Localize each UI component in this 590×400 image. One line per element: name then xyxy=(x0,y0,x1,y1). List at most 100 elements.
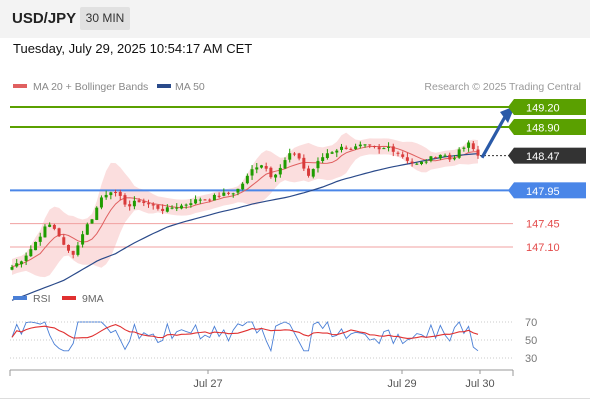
price-badge xyxy=(514,147,586,164)
candle-body xyxy=(476,149,480,156)
resistance-label: 148.90 xyxy=(526,123,560,135)
resistance-badge-tip xyxy=(508,119,514,135)
candle-body xyxy=(250,169,254,176)
support-label: 147.95 xyxy=(526,186,560,198)
rsi-axis: 70 50 30 xyxy=(10,317,537,365)
candle-body xyxy=(335,150,339,153)
candle-body xyxy=(184,204,188,206)
candle-body xyxy=(19,261,23,265)
candle-body xyxy=(302,157,306,169)
level-lines xyxy=(10,106,513,248)
candle-body xyxy=(142,201,146,204)
chart-legend: MA 20 + Bollinger Bands MA 50 Research ©… xyxy=(13,81,581,93)
candle-body xyxy=(57,228,61,237)
candle-body xyxy=(85,224,89,235)
candle-body xyxy=(66,244,70,251)
candle-body xyxy=(245,175,249,184)
rsi-legend-swatch xyxy=(13,296,27,300)
resistance-label: 149.20 xyxy=(526,103,560,115)
resistance-badge-tip xyxy=(508,99,514,115)
candle-body xyxy=(297,153,301,159)
candle-body xyxy=(43,226,47,238)
candle-body xyxy=(109,192,113,196)
ma20-legend-label: MA 20 + Bollinger Bands xyxy=(33,81,148,93)
candle-body xyxy=(438,154,442,159)
rsi-ma-legend-label: 9MA xyxy=(82,293,104,305)
ma20-line xyxy=(11,145,478,268)
candle-body xyxy=(274,174,278,178)
candle-body xyxy=(372,145,376,148)
candle-body xyxy=(462,147,466,149)
candle-body xyxy=(382,148,386,150)
candle-body xyxy=(325,153,329,159)
candle-body xyxy=(415,163,419,165)
candle-body xyxy=(401,154,405,157)
candle-body xyxy=(123,195,127,205)
rsi-line xyxy=(11,321,479,353)
candle-body xyxy=(62,237,66,245)
bollinger-band-area xyxy=(12,132,478,278)
candle-body xyxy=(208,199,212,201)
timeframe-button[interactable]: 30 MIN xyxy=(80,7,130,30)
candle-body xyxy=(405,157,409,161)
candle-body xyxy=(194,199,198,204)
level-badges: 149.20 148.90 148.47 147.95 147.45 147.10 xyxy=(508,99,586,254)
candle-body xyxy=(236,188,240,193)
candle-body xyxy=(52,224,56,229)
rsi-axis-label: 30 xyxy=(525,353,537,365)
candle-body xyxy=(363,144,367,146)
candle-body xyxy=(189,203,193,205)
timestamp: Tuesday, July 29, 2025 10:54:17 AM CET xyxy=(13,41,253,56)
time-axis-label: Jul 29 xyxy=(387,378,416,390)
candle-body xyxy=(292,153,296,155)
candle-body xyxy=(316,160,320,169)
candle-body xyxy=(448,154,452,160)
candle-body xyxy=(471,143,475,150)
time-axis: Jul 27 Jul 29 Jul 30 xyxy=(9,369,514,390)
candle-body xyxy=(241,183,245,190)
candle-body xyxy=(170,207,174,209)
candle-body xyxy=(48,224,52,227)
candle-body xyxy=(387,146,391,148)
candle-body xyxy=(434,157,438,159)
candle-body xyxy=(368,144,372,146)
bottom-border xyxy=(0,398,590,399)
price-label: 148.47 xyxy=(526,151,560,163)
candle-body xyxy=(15,263,19,267)
candle-body xyxy=(147,203,151,205)
candle-body xyxy=(391,146,395,152)
candle-body xyxy=(396,152,400,154)
time-axis-label: Jul 27 xyxy=(193,378,222,390)
candle-body xyxy=(420,161,424,165)
candle-body xyxy=(410,161,414,164)
candle-body xyxy=(132,200,136,207)
resistance-badge xyxy=(514,119,586,135)
candle-body xyxy=(269,167,273,178)
candle-body xyxy=(90,219,94,224)
candle-body xyxy=(377,147,381,150)
support-badge xyxy=(514,182,586,199)
candle-body xyxy=(288,153,292,160)
forecast-arrow-shaft xyxy=(480,114,508,159)
candle-body xyxy=(255,167,259,170)
forecast-arrow xyxy=(480,106,515,159)
candle-body xyxy=(231,193,235,195)
rsi-ma-legend-swatch xyxy=(62,296,76,300)
rsi-ma-line xyxy=(11,324,479,339)
candles xyxy=(10,140,480,271)
candle-body xyxy=(278,167,282,175)
candle-body xyxy=(137,200,141,203)
candle-body xyxy=(339,146,343,150)
symbol-title: USD/JPY xyxy=(12,10,77,27)
candle-body xyxy=(99,197,103,208)
candle-body xyxy=(330,152,334,154)
candle-body xyxy=(321,157,325,161)
candle-body xyxy=(311,169,315,177)
ma50-legend-label: MA 50 xyxy=(175,81,205,93)
candle-body xyxy=(104,194,108,198)
candle-body xyxy=(307,168,311,176)
candle-body xyxy=(443,155,447,157)
candle-body xyxy=(29,249,33,257)
candle-body xyxy=(227,192,231,194)
candle-body xyxy=(179,205,183,209)
